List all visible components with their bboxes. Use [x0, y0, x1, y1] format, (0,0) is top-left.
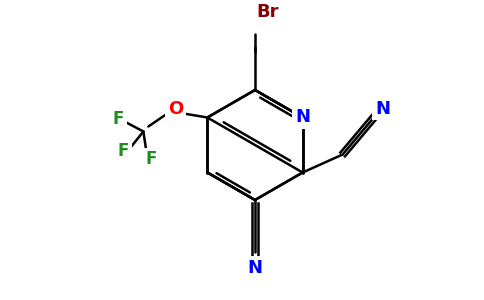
- Text: F: F: [118, 142, 129, 160]
- Text: Br: Br: [257, 3, 279, 21]
- Text: F: F: [113, 110, 124, 128]
- Text: N: N: [295, 109, 310, 127]
- Text: O: O: [168, 100, 183, 118]
- Text: N: N: [247, 259, 262, 277]
- Text: N: N: [375, 100, 390, 118]
- Text: F: F: [146, 151, 157, 169]
